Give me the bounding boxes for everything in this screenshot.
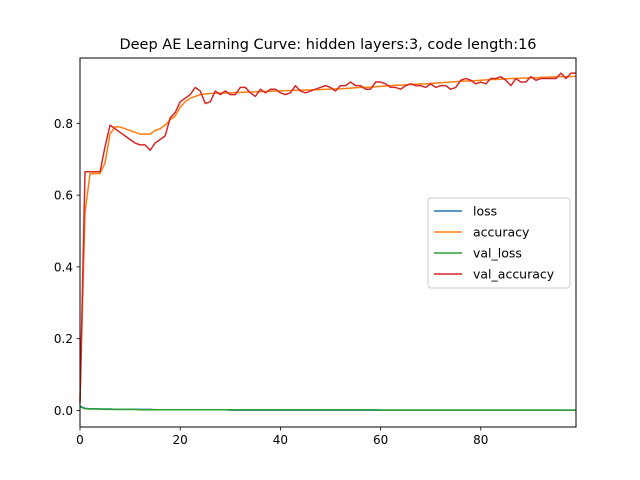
chart-title: Deep AE Learning Curve: hidden layers:3,… xyxy=(119,37,536,53)
legend-label-val-accuracy: val_accuracy xyxy=(473,267,555,282)
y-tick-label: 0.2 xyxy=(54,332,73,346)
legend-box xyxy=(427,197,571,289)
x-tick-label: 80 xyxy=(473,433,488,447)
x-axis-ticks: 0 20 40 60 80 xyxy=(76,427,488,447)
plot-area-frame xyxy=(79,57,577,428)
y-tick-label: 0.8 xyxy=(54,117,73,131)
y-tick-label: 0.6 xyxy=(54,189,73,203)
legend-label-accuracy: accuracy xyxy=(473,225,530,240)
x-tick-label: 0 xyxy=(76,433,84,447)
legend-label-val-loss: val_loss xyxy=(473,246,522,261)
x-tick-label: 60 xyxy=(373,433,388,447)
series-line-accuracy xyxy=(79,75,577,400)
legend: loss accuracy val_loss val_accuracy xyxy=(427,197,571,289)
series-line-val-accuracy xyxy=(79,72,576,404)
x-tick-label: 40 xyxy=(273,433,288,447)
y-tick-label: 0.0 xyxy=(54,404,73,418)
legend-label-loss: loss xyxy=(473,204,497,219)
y-axis-ticks: 0.0 0.2 0.4 0.6 0.8 xyxy=(54,117,80,418)
plot-lines xyxy=(79,72,577,411)
y-tick-label: 0.4 xyxy=(54,260,73,274)
x-tick-label: 20 xyxy=(173,433,188,447)
series-line-val-loss xyxy=(79,406,576,411)
